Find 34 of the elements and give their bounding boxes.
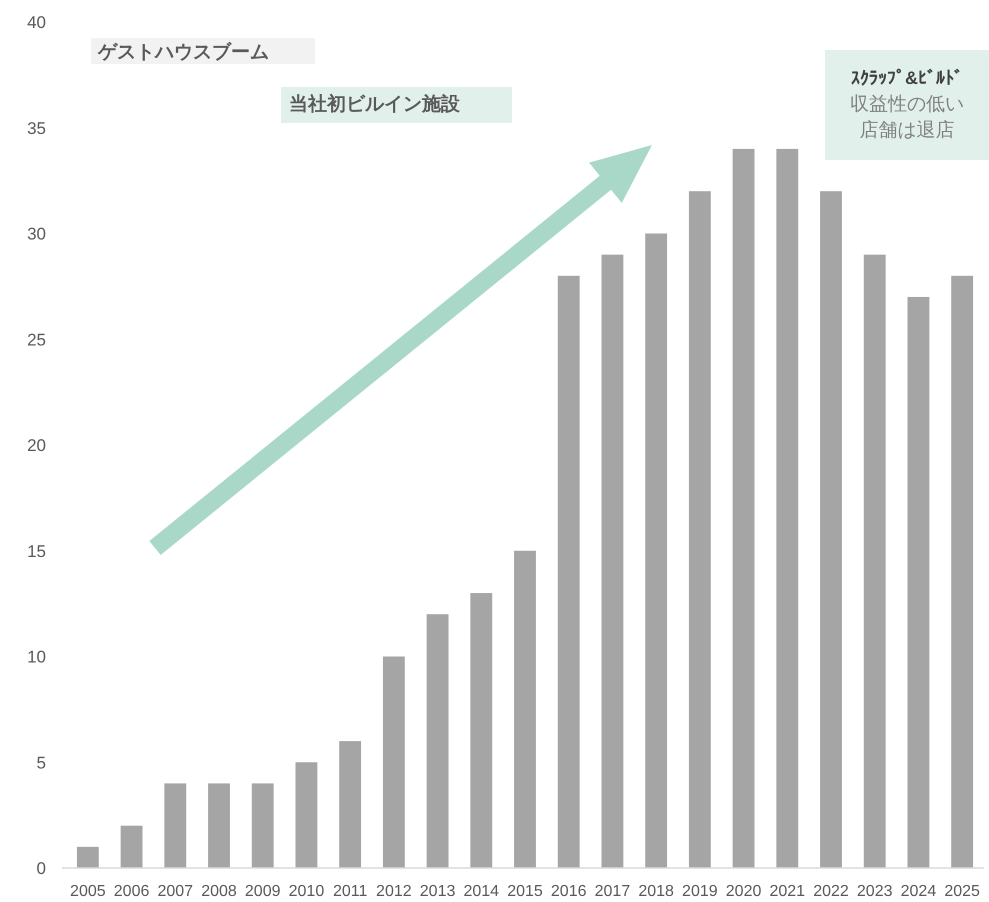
x-tick-label: 2017 [594, 883, 630, 900]
x-tick-label: 2024 [900, 883, 936, 900]
x-tick-label: 2019 [682, 883, 718, 900]
y-tick-label: 20 [27, 436, 46, 455]
x-tick-label: 2022 [813, 883, 849, 900]
y-tick-label: 35 [27, 118, 46, 138]
x-tick-label: 2025 [944, 883, 980, 900]
x-tick-label: 2014 [463, 883, 500, 900]
x-tick-label: 2007 [157, 883, 194, 900]
x-tick-label: 2010 [288, 883, 324, 900]
x-tick-label: 2009 [244, 883, 281, 900]
x-tick-label: 2011 [332, 883, 368, 900]
y-tick-label: 30 [27, 224, 46, 244]
x-tick-label: 2023 [856, 883, 893, 900]
annotation: 当社初ビルイン施設 [289, 93, 461, 115]
x-tick-label: 2016 [550, 883, 587, 900]
x-tick-label: 2005 [70, 883, 106, 900]
annotation: 収益性の低い店舗は退店 [850, 94, 964, 141]
y-tick-label: 5 [36, 753, 46, 772]
y-tick-label: 10 [27, 648, 46, 666]
y-tick-label: 0 [36, 859, 46, 878]
x-tick-label: 2020 [726, 883, 762, 900]
x-tick-label: 2008 [201, 883, 237, 900]
x-tick-label: 2012 [376, 883, 412, 900]
x-tick-label: 2006 [114, 883, 150, 900]
annotation: ｽｸﾗｯﾌﾟ&ﾋﾞﾙﾄﾞ [851, 68, 963, 88]
y-tick-label: 25 [27, 330, 46, 350]
x-tick-label: 2015 [507, 883, 543, 900]
x-tick-label: 2013 [420, 883, 456, 900]
y-tick-label: 15 [27, 542, 46, 561]
x-tick-label: 2018 [638, 883, 674, 900]
annotation: ゲストハウスブーム [97, 41, 269, 63]
x-tick-label: 2021 [769, 883, 806, 900]
y-tick-label: 40 [27, 13, 46, 32]
